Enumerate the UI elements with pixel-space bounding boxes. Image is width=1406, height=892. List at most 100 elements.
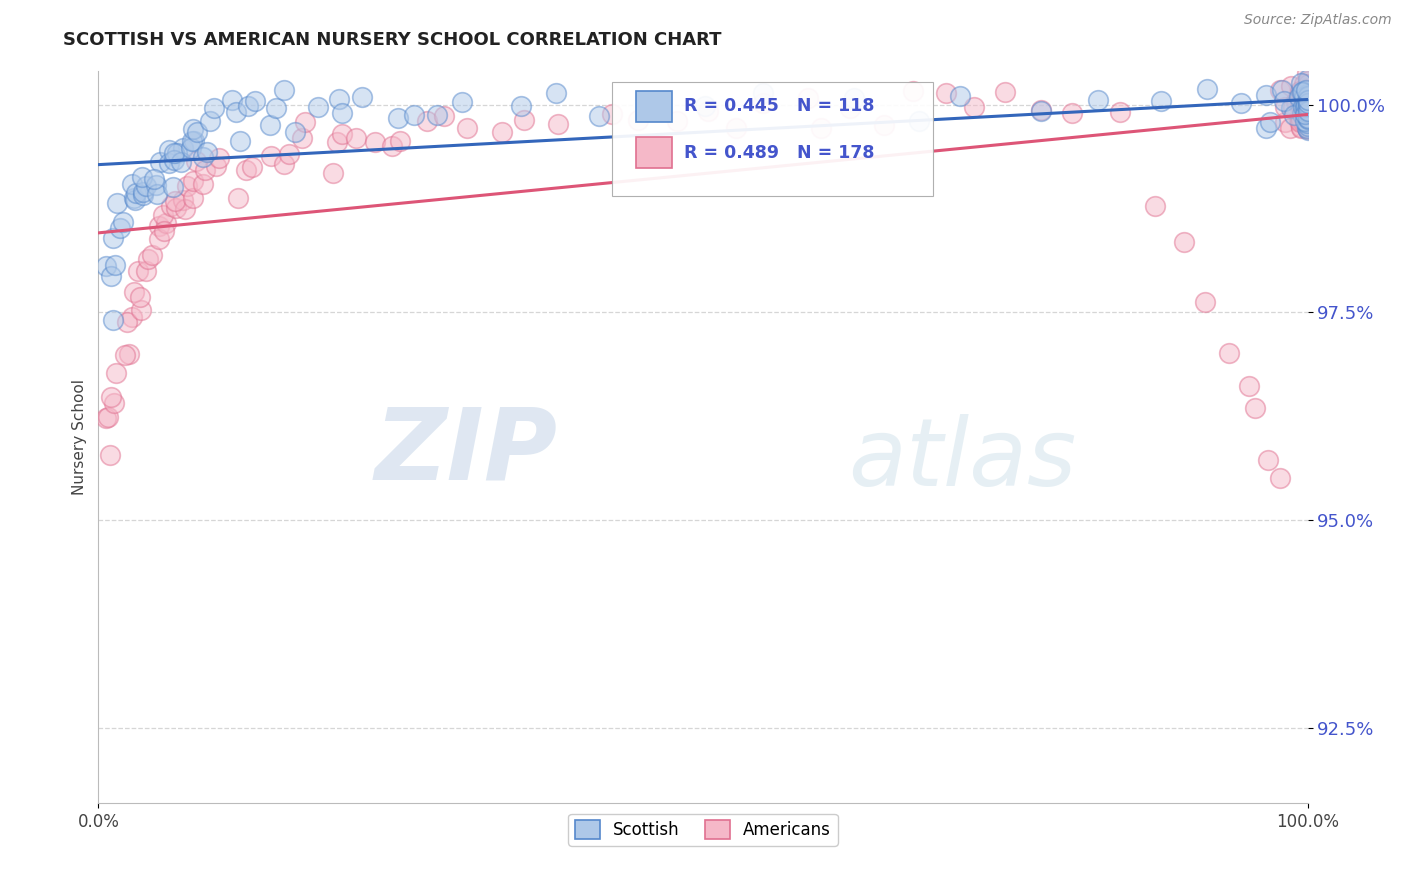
Point: [1296, 113, 1319, 128]
Point: [1296, 95, 1319, 110]
Point: [1062, 105, 1084, 120]
Point: [1296, 86, 1319, 100]
Point: [1296, 96, 1319, 111]
Point: [1296, 95, 1319, 110]
Point: [132, 186, 155, 200]
Point: [181, 174, 204, 188]
Point: [98, 448, 121, 462]
Point: [1294, 94, 1316, 108]
Point: [1292, 100, 1315, 114]
Point: [1195, 82, 1218, 96]
Point: [127, 264, 149, 278]
Point: [307, 100, 329, 114]
Point: [1218, 346, 1240, 360]
Point: [163, 194, 186, 209]
Point: [1292, 103, 1315, 118]
Point: [1296, 100, 1319, 114]
Point: [328, 92, 350, 106]
Point: [697, 103, 720, 118]
Point: [416, 113, 439, 128]
Point: [1285, 95, 1308, 110]
Point: [101, 231, 124, 245]
Point: [162, 180, 184, 194]
Point: [1258, 114, 1281, 128]
Point: [273, 156, 295, 170]
Point: [1281, 100, 1303, 114]
Point: [1292, 84, 1315, 98]
Point: [1294, 107, 1316, 121]
Point: [1296, 95, 1319, 110]
Point: [141, 248, 163, 262]
Point: [114, 348, 136, 362]
Point: [1289, 113, 1312, 128]
Point: [225, 104, 247, 119]
Point: [547, 117, 569, 131]
Point: [1296, 112, 1319, 127]
Point: [1173, 235, 1195, 249]
Point: [170, 154, 193, 169]
Point: [291, 130, 314, 145]
Point: [243, 94, 266, 108]
Point: [1296, 81, 1319, 95]
Point: [1294, 90, 1316, 104]
Point: [1291, 107, 1313, 121]
Point: [1296, 112, 1319, 126]
Point: [1296, 121, 1319, 136]
Point: [1296, 99, 1319, 113]
Point: [240, 160, 263, 174]
Point: [1289, 120, 1312, 135]
Point: [433, 109, 456, 123]
Point: [1296, 81, 1319, 95]
Point: [221, 93, 243, 107]
Point: [176, 179, 198, 194]
Point: [1296, 95, 1319, 109]
Point: [1295, 102, 1317, 116]
Point: [402, 108, 425, 122]
Point: [1296, 87, 1319, 102]
Point: [838, 101, 860, 115]
Point: [1295, 105, 1317, 120]
Point: [1296, 66, 1319, 80]
Point: [129, 290, 152, 304]
Point: [1292, 98, 1315, 112]
Point: [97, 409, 120, 424]
Point: [695, 99, 717, 113]
Point: [1244, 401, 1267, 415]
Point: [1294, 100, 1316, 114]
Point: [1289, 115, 1312, 129]
Point: [96, 411, 118, 425]
Point: [935, 87, 957, 101]
Point: [1296, 119, 1319, 133]
Point: [387, 111, 409, 125]
Point: [1289, 84, 1312, 98]
Point: [1295, 121, 1317, 136]
Point: [1296, 112, 1319, 126]
Point: [1292, 102, 1315, 116]
Point: [122, 285, 145, 299]
Point: [122, 191, 145, 205]
Point: [1296, 79, 1319, 94]
Point: [1296, 91, 1319, 105]
Point: [1296, 92, 1319, 106]
Point: [1295, 84, 1317, 98]
Point: [1274, 115, 1296, 129]
Point: [1296, 111, 1319, 125]
Point: [135, 264, 157, 278]
Point: [1292, 106, 1315, 120]
FancyBboxPatch shape: [637, 91, 672, 122]
Text: ZIP: ZIP: [375, 403, 558, 500]
Point: [163, 145, 186, 160]
Point: [1295, 88, 1317, 103]
Point: [1296, 89, 1319, 103]
Point: [1296, 103, 1319, 118]
Legend: Scottish, Americans: Scottish, Americans: [568, 814, 838, 846]
Point: [1109, 104, 1132, 119]
Point: [1295, 83, 1317, 97]
Point: [1237, 379, 1260, 393]
Point: [1296, 107, 1319, 121]
Point: [180, 141, 202, 155]
Point: [381, 139, 404, 153]
Point: [148, 219, 170, 234]
Point: [1292, 97, 1315, 112]
Point: [104, 258, 127, 272]
